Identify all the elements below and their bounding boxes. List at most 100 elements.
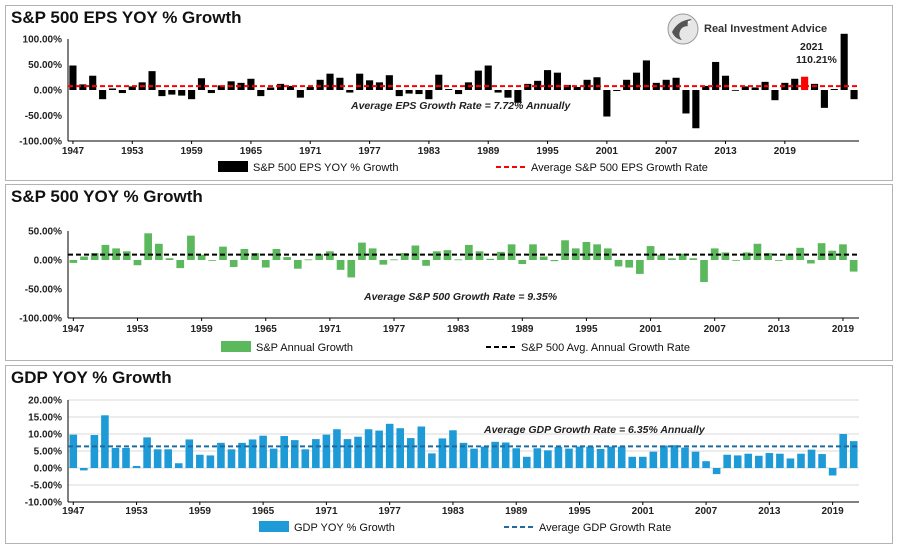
bar <box>336 260 345 270</box>
bar <box>358 242 366 260</box>
bar <box>343 439 352 468</box>
bar <box>316 79 324 90</box>
bar <box>301 449 310 468</box>
bar <box>217 85 225 90</box>
bar <box>69 434 78 468</box>
x-tick-label: 1959 <box>190 324 213 335</box>
bar <box>336 77 344 90</box>
bar <box>333 429 341 468</box>
bar <box>753 243 762 260</box>
bar <box>227 449 236 468</box>
callout-year: 2021 <box>800 41 824 53</box>
bar <box>422 260 430 266</box>
y-tick-label: 5.00% <box>34 447 62 458</box>
legend-label-bars: GDP YOY % Growth <box>294 522 395 534</box>
bar <box>586 446 594 468</box>
bar <box>480 446 489 468</box>
bar <box>702 461 710 468</box>
x-tick-label: 1995 <box>568 506 591 517</box>
bar <box>101 415 109 468</box>
bar <box>445 88 453 90</box>
bar <box>554 446 563 468</box>
bar <box>818 454 826 468</box>
bar <box>148 71 156 90</box>
bar <box>111 447 120 468</box>
bar <box>522 456 531 468</box>
bar <box>315 254 324 260</box>
bar <box>733 455 742 468</box>
bar <box>312 439 320 468</box>
bar <box>385 75 393 90</box>
bar <box>122 447 130 468</box>
y-tick-label: 15.00% <box>28 413 62 424</box>
bar <box>415 90 423 95</box>
bar <box>849 441 858 468</box>
average-annotation: Average EPS Growth Rate = 7.72% Annually <box>350 100 571 112</box>
bar <box>670 445 679 468</box>
bar <box>79 84 87 90</box>
bar <box>375 430 383 468</box>
y-tick-label: -5.00% <box>30 481 62 492</box>
gdp-chart-title: GDP YOY % Growth <box>11 368 172 387</box>
x-tick-label: 1989 <box>477 146 500 157</box>
x-tick-label: 1983 <box>442 506 465 517</box>
gdp-plot-area: 20.00% 15.00% 10.00% 5.00% 0.00% -5.00% -10.00… <box>25 396 859 534</box>
bar <box>741 86 749 90</box>
bar <box>176 260 185 269</box>
bar <box>785 254 794 260</box>
bar <box>583 79 591 90</box>
bar <box>322 434 331 468</box>
bar <box>603 90 611 117</box>
bar <box>89 75 97 90</box>
y-tick-label: -100.00% <box>19 314 62 325</box>
bar <box>122 251 131 260</box>
bar <box>165 258 174 260</box>
bar <box>529 244 537 260</box>
y-tick-label: -50.00% <box>25 285 62 296</box>
y-tick-label: 0.00% <box>34 256 62 267</box>
bar <box>326 251 334 260</box>
bar <box>692 90 700 129</box>
callout-value: 110.21% <box>796 54 838 66</box>
bar <box>765 453 774 468</box>
bar <box>128 86 136 90</box>
bar <box>133 260 142 266</box>
bar <box>533 448 542 468</box>
bar <box>132 465 141 468</box>
bar <box>613 90 621 92</box>
bar <box>188 90 196 100</box>
bar <box>721 75 730 90</box>
x-tick-label: 2007 <box>655 146 678 157</box>
bar <box>732 260 740 261</box>
bar <box>849 260 858 272</box>
bar <box>257 90 265 97</box>
gdp-chart: 20.00% 15.00% 10.00% 5.00% 0.00% -5.00% -10.00… <box>25 396 859 534</box>
bar <box>617 446 626 468</box>
bar <box>573 86 581 90</box>
legend-swatch-bars <box>259 521 289 532</box>
x-tick-label: 1953 <box>125 506 148 517</box>
bar <box>582 242 591 260</box>
bar <box>636 260 644 274</box>
bar <box>207 90 215 94</box>
bar <box>470 448 478 468</box>
bar <box>454 90 463 95</box>
bar <box>791 78 799 90</box>
bar <box>497 251 505 260</box>
average-annotation: Average GDP Growth Rate = 6.35% Annually <box>483 424 706 436</box>
x-tick-label: 1959 <box>189 506 212 517</box>
x-tick-label: 2013 <box>758 506 781 517</box>
bar <box>425 90 433 100</box>
y-tick-label: 0.00% <box>34 86 62 97</box>
x-tick-label: 2013 <box>714 146 737 157</box>
x-tick-label: 1947 <box>62 324 85 335</box>
bar <box>379 260 388 265</box>
legend-label-bars: S&P 500 EPS YOY % Growth <box>253 162 399 174</box>
sp-chart-title: S&P 500 YOY % Growth <box>11 187 203 206</box>
x-tick-label: 1953 <box>126 324 149 335</box>
x-tick-label: 1971 <box>315 506 338 517</box>
bar <box>682 90 690 114</box>
legend-swatch-bars <box>221 341 251 352</box>
y-tick-label: 0.00% <box>34 464 62 475</box>
bar <box>486 258 495 260</box>
